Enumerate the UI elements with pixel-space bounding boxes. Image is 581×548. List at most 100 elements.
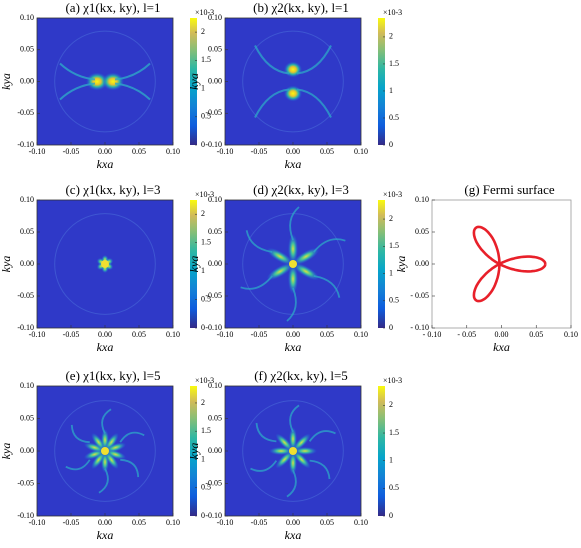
heatmap-arm <box>289 404 300 433</box>
x-tick-label: 0.05 <box>132 518 146 527</box>
heatmap-arm <box>119 431 145 443</box>
colorbar-tick-label: 2 <box>389 32 393 41</box>
y-tick-label: -0.05 <box>17 478 34 487</box>
colorbar-tick-label: 1.5 <box>389 59 399 68</box>
y-tick-label: 0.00 <box>208 446 222 455</box>
x-axis-label: kxa <box>97 528 114 542</box>
panel-title: (c) χ1(kx, ky), l=3 <box>65 182 160 197</box>
y-tick-label: 0.10 <box>415 195 429 204</box>
heatmap-arm <box>309 459 331 480</box>
y-tick-label: 0.10 <box>20 381 34 390</box>
heatmap-petal <box>266 247 294 266</box>
heatmap-petal <box>104 432 119 452</box>
x-tick-label: -0.10 <box>29 330 46 339</box>
panel-title: (f) χ2(kx, ky), l=5 <box>254 368 348 383</box>
x-axis-label: kxa <box>97 340 114 354</box>
x-tick-label: 0.00 <box>286 518 300 527</box>
colorbar-tick-label: 1 <box>389 456 393 465</box>
y-tick-label: 0.10 <box>208 381 222 390</box>
panel: (e) χ1(kx, ky), l=5 -0.10 -0.05 0.00 0.05 0.1… <box>0 368 214 542</box>
heatmap-ring <box>242 30 344 133</box>
colorbar <box>190 18 197 145</box>
y-tick-label: 0.05 <box>208 227 222 236</box>
y-tick-label: - 0.10 <box>410 323 429 332</box>
colorbar-tick-label: 2 <box>201 209 205 218</box>
heatmap-petal <box>292 450 311 469</box>
y-axis-label: kya <box>0 256 13 273</box>
heatmap-background <box>225 18 361 145</box>
heatmap-petal <box>84 442 106 453</box>
y-tick-label: 0.00 <box>208 259 222 268</box>
heatmap-petal <box>288 264 298 294</box>
heatmap-pattern <box>242 30 344 133</box>
heatmap-ring <box>242 400 344 502</box>
y-tick-label: 0.00 <box>208 76 222 85</box>
x-tick-label: -0.10 <box>217 330 234 339</box>
colorbar-tick-label: 2 <box>389 214 393 223</box>
heatmap-arm <box>114 82 151 101</box>
heatmap-pattern <box>54 400 156 502</box>
heatmap-petal <box>275 433 294 452</box>
heatmap-arm <box>59 62 96 81</box>
colorbar-tick-label: 0.5 <box>201 294 211 303</box>
heatmap-arm <box>296 88 332 118</box>
panel: (d) χ2(kx, ky), l=3 -0.10 -0.05 0.00 0.05 0.1… <box>187 182 402 354</box>
y-axis-label: kya <box>0 73 13 90</box>
y-tick-label: -0.10 <box>17 323 34 332</box>
heatmap-core <box>289 447 297 455</box>
y-tick-label: -0.05 <box>205 291 222 300</box>
x-tick-label: -0.05 <box>251 330 268 339</box>
y-tick-label: 0.00 <box>415 259 429 268</box>
x-axis-label: kxa <box>285 340 302 354</box>
y-tick-label: - 0.05 <box>410 291 429 300</box>
y-axis-label: kya <box>187 73 201 90</box>
panel: (f) χ2(kx, ky), l=5 -0.10 -0.05 0.00 0.05 0.1… <box>187 368 402 542</box>
y-tick-label: 0.05 <box>208 45 222 54</box>
y-axis-label: kya <box>187 256 201 273</box>
heatmap-petal <box>104 449 126 460</box>
colorbar-tick-label: 1 <box>201 83 205 92</box>
panel: (b) χ2(kx, ky), l=1 -0.10 -0.05 0.00 0.05 0.1… <box>187 0 402 171</box>
colorbar-tick-label: 2 <box>201 398 205 407</box>
x-tick-label: -0.05 <box>63 147 80 156</box>
y-tick-label: -0.05 <box>205 108 222 117</box>
heatmap-arm <box>308 430 336 442</box>
y-tick-label: -0.10 <box>17 511 34 520</box>
colorbar <box>378 200 385 328</box>
y-tick-label: -0.10 <box>205 140 222 149</box>
x-tick-label: -0.10 <box>217 147 234 156</box>
x-tick-label: 0.10 <box>354 518 368 527</box>
colorbar-tick-label: 0.5 <box>389 483 399 492</box>
heatmap-petal <box>104 450 119 470</box>
x-tick-label: 0.00 <box>286 147 300 156</box>
y-tick-label: -0.05 <box>17 108 34 117</box>
heatmap-core <box>289 260 297 268</box>
colorbar-multiplier: ×10-3 <box>383 8 402 17</box>
heatmap-arm <box>286 469 297 498</box>
x-tick-label: 0.00 <box>495 330 509 339</box>
heatmap-petal <box>292 247 320 266</box>
x-tick-label: - 0.05 <box>457 330 476 339</box>
colorbar-tick-label: 1.5 <box>389 241 399 250</box>
colorbar <box>190 386 197 516</box>
y-tick-label: -0.10 <box>205 511 222 520</box>
heatmap-arm <box>289 206 300 241</box>
heatmap-pattern <box>54 30 156 133</box>
x-tick-label: 0.05 <box>132 147 146 156</box>
x-tick-label: 0.10 <box>166 147 180 156</box>
colorbar-tick-label: 0 <box>389 140 393 149</box>
y-tick-label: 0.10 <box>20 13 34 22</box>
heatmap-arm <box>313 275 341 298</box>
fermi-surface <box>472 225 547 303</box>
x-axis-label: kxa <box>285 528 302 542</box>
x-tick-label: - 0.10 <box>423 330 442 339</box>
heatmap-petal <box>288 234 298 264</box>
y-tick-label: 0.10 <box>20 195 34 204</box>
x-tick-label: -0.05 <box>251 518 268 527</box>
colorbar-tick-label: 0.5 <box>389 296 399 305</box>
heatmap-arm <box>120 458 140 478</box>
panel-title: (b) χ2(kx, ky), l=1 <box>253 0 349 15</box>
x-tick-label: -0.05 <box>251 147 268 156</box>
heatmap-core <box>101 447 109 455</box>
y-tick-label: 0.05 <box>20 413 34 422</box>
